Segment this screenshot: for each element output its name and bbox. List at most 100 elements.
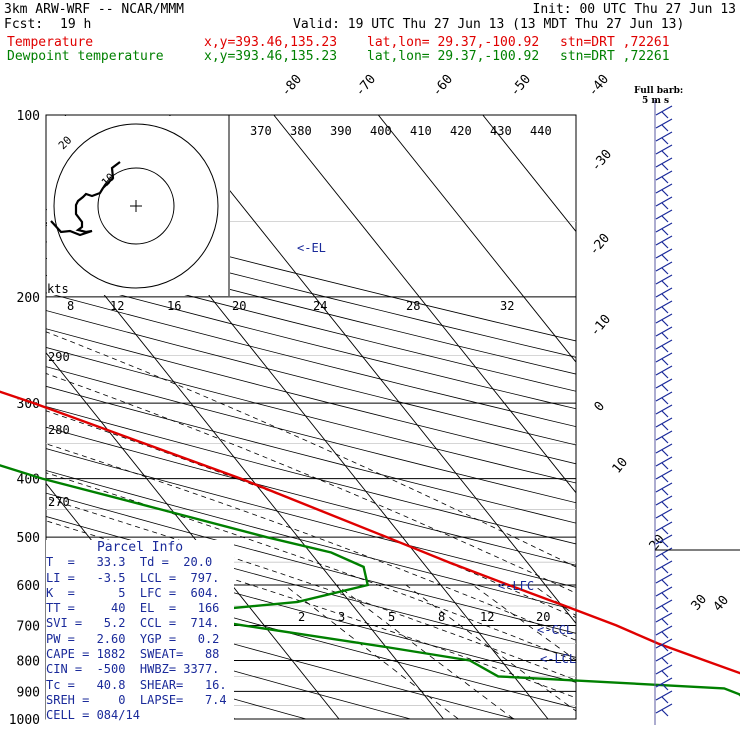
dry-adiabat [46,224,576,358]
dry-adiabat [46,274,576,410]
wind-barb [661,527,669,535]
wind-barb [661,475,669,483]
dry-adiabat [46,347,576,484]
level-annotation: <-LFC [498,579,534,593]
wind-barb [661,579,669,587]
wind-barb [655,118,673,129]
wind-barb [661,319,669,327]
wind-barb [661,111,669,119]
wind-barb [655,638,673,649]
wind-barb [655,222,673,233]
wind-barb [655,586,673,597]
wind-barb [661,189,669,197]
dry-adiabat [46,292,576,428]
pressure-label: 200 [17,291,40,306]
wind-barb [661,644,669,652]
parcel-row: PW = 2.60 YGP = 0.2 [46,631,220,646]
pressure-label: 500 [17,531,40,546]
wind-barb [655,612,673,623]
wind-barb [655,443,673,454]
level-annotation: <-CCL [537,623,573,637]
dry-adiabat [46,448,576,588]
forecast-label: Fcst: [4,17,44,32]
isotherm-label: -10 [588,312,615,340]
wind-barb [655,183,673,194]
parcel-row: SVI = 5.2 CCL = 714. [46,616,220,631]
wind-barb [661,501,669,509]
wind-barbs [654,100,740,725]
wind-barb [661,709,669,717]
sounding-series [0,390,740,697]
dry-adiabat [46,590,516,719]
pressure-label: 600 [17,579,40,594]
dry-adiabat [46,241,576,375]
isotherm-line [482,115,576,233]
wind-barb [655,339,673,350]
isotherm-label: 30 [689,592,711,614]
dewpoint-latlon: lat,lon= 29.37,-100.92 [367,49,540,64]
dry-adiabat [46,470,576,611]
temperature-station: stn=DRT ,72261 [560,35,670,50]
series-line [0,464,740,697]
theta-label: 270 [48,495,70,509]
pressure-label: 800 [17,654,40,669]
isotherm-line [46,221,444,719]
wind-barb [661,384,669,392]
wind-barb [661,241,669,249]
model-title: 3km ARW-WRF -- NCAR/MMM [4,2,185,17]
isotherm-label: -20 [587,231,614,259]
wind-barb [655,508,673,519]
wind-barb [655,469,673,480]
wind-barb [661,202,669,210]
pressure-label: 300 [17,397,40,412]
moist-adiabat [46,373,576,594]
wind-barb [655,313,673,324]
isotherm-label: -70 [353,72,380,100]
series-line [0,390,740,675]
wind-barb [661,566,669,574]
wind-barb [655,235,673,246]
isotherm-label: -50 [508,72,535,100]
moist-adiabat [46,472,576,662]
wind-barb [655,287,673,298]
wind-barb [655,326,673,337]
mixing-ratio-line [472,584,576,661]
wind-barb [661,215,669,223]
mixing-ratio-label: 3 [338,610,345,624]
isotherm-line [273,115,576,494]
isotherm-line [168,115,576,625]
wind-barb [655,456,673,467]
wind-barb [655,300,673,311]
mixing-ratio-label: 20 [536,610,550,624]
parcel-row: CAPE = 1882 SWEAT= 88 [46,647,220,662]
theta-label: 400 [370,124,392,138]
mixing-ratio-label: 12 [480,610,494,624]
hodo-axis-label: 32 [500,299,514,313]
pressure-label: 700 [17,619,40,634]
parcel-row: TT = 40 EL = 166 [46,601,220,616]
parcel-info-panel: Parcel Info T = 33.3 Td = 20.0 LI = -3.5 … [46,540,234,736]
wind-barb [661,436,669,444]
dry-adiabat [46,328,576,465]
wind-barb [661,683,669,691]
hodo-units: kts [47,282,69,296]
mixing-ratio-lines [284,584,576,719]
isotherm-label: -60 [430,72,457,100]
level-annotation: <-LCL [540,652,576,666]
wind-barb [661,397,669,405]
wind-barb [661,267,669,275]
wind-barb [661,124,669,132]
dewpoint-station: stn=DRT ,72261 [560,49,670,64]
parcel-row: K = 5 LFC = 604. [46,585,220,600]
parcel-row: SREH = 0 LAPSE= 7.4 [46,692,227,707]
dry-adiabat [46,564,576,709]
level-annotations: <-EL <-LFC <-CCL <-LCL [297,241,576,666]
wind-barb [655,144,673,155]
isotherm-label: 0 [592,399,609,415]
wind-barb [661,423,669,431]
wind-barb [661,306,669,314]
hodo-axis-label: 12 [110,299,124,313]
wind-barb [655,534,673,545]
wind-barb [655,196,673,207]
wind-barb [655,157,673,168]
